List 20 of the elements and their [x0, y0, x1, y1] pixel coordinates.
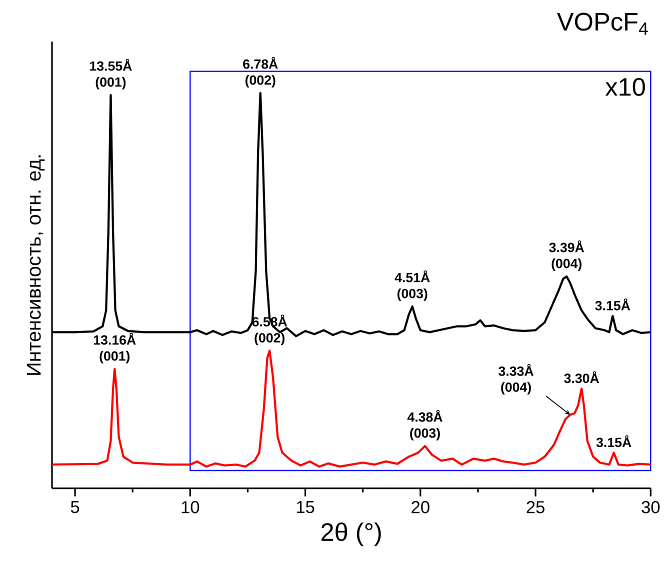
x-tick-label: 10	[182, 501, 200, 514]
band-label: x10	[605, 78, 645, 96]
annotation: 3.39Å (004)	[549, 240, 584, 271]
chart-title: VOPcF$_{4}$	[556, 12, 648, 35]
x-axis-title: 2θ (°)	[322, 522, 381, 546]
y-axis-title: Интенсивность, отн. ед.	[26, 155, 45, 375]
annotation: 13.16Å (001)	[94, 332, 136, 364]
x-tick-label: 30	[642, 501, 660, 514]
annotation: 6.78Å (002)	[243, 56, 278, 88]
annotation: 3.30Å	[564, 371, 600, 384]
annotation: 4.38Å (003)	[407, 410, 442, 440]
annotation: 3.15Å	[595, 298, 630, 310]
annotation: 4.51Å (003)	[394, 270, 430, 301]
annotation: 13.55Å (001)	[90, 58, 132, 90]
annotation: 3.15Å	[596, 435, 632, 448]
x-tick-label: 20	[412, 501, 430, 514]
x-tick-label: 15	[296, 501, 314, 514]
x-tick-label: 5	[70, 501, 80, 514]
annotation: 3.33Å (004)	[498, 364, 534, 395]
x-tick-label: 25	[526, 501, 544, 514]
